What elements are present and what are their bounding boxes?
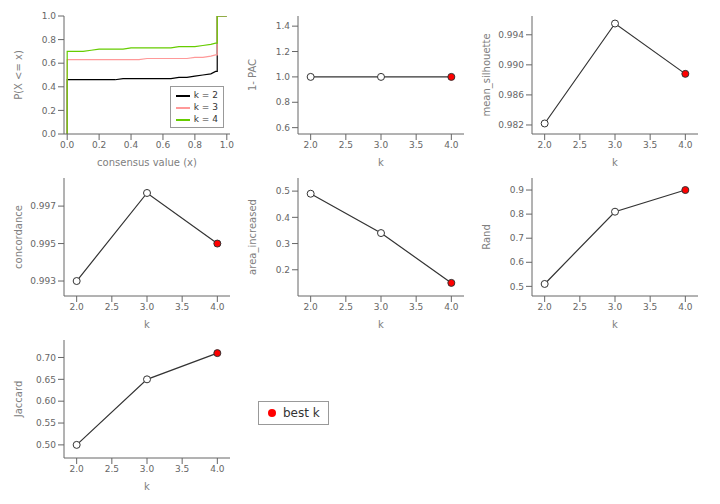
svg-text:0.0: 0.0: [42, 129, 57, 139]
svg-text:k: k: [612, 157, 618, 168]
svg-text:k: k: [612, 319, 618, 330]
svg-text:area_increased: area_increased: [247, 199, 259, 275]
svg-text:0.5: 0.5: [276, 186, 290, 196]
svg-text:Jaccard: Jaccard: [13, 381, 24, 418]
svg-text:4.0: 4.0: [678, 140, 693, 150]
svg-text:0.4: 0.4: [276, 213, 291, 223]
svg-text:2.0: 2.0: [303, 140, 318, 150]
svg-text:2.0: 2.0: [303, 302, 318, 312]
svg-text:2.0: 2.0: [69, 464, 84, 474]
svg-text:0.60: 0.60: [36, 396, 56, 406]
svg-text:0.6: 0.6: [510, 257, 525, 267]
svg-text:2.5: 2.5: [573, 302, 587, 312]
svg-text:2.5: 2.5: [339, 140, 353, 150]
svg-text:3.5: 3.5: [409, 302, 423, 312]
svg-text:0.997: 0.997: [30, 201, 56, 211]
svg-text:2.5: 2.5: [339, 302, 353, 312]
svg-text:0.3: 0.3: [276, 239, 290, 249]
svg-text:2.5: 2.5: [573, 140, 587, 150]
svg-text:k: k: [378, 157, 384, 168]
svg-text:0.986: 0.986: [498, 90, 524, 100]
svg-text:0.6: 0.6: [156, 140, 171, 150]
svg-text:0.55: 0.55: [36, 418, 56, 428]
html-text:k = 3: k = 3: [193, 102, 218, 112]
svg-text:3.5: 3.5: [175, 302, 189, 312]
svg-text:0.982: 0.982: [498, 120, 524, 130]
svg-text:P(X <= x): P(X <= x): [13, 50, 24, 100]
svg-text:0.8: 0.8: [188, 140, 203, 150]
svg-text:1.0: 1.0: [276, 72, 291, 82]
svg-text:2.0: 2.0: [69, 302, 84, 312]
svg-text:0.2: 0.2: [92, 140, 106, 150]
svg-text:0.2: 0.2: [42, 106, 56, 116]
svg-text:mean_silhouette: mean_silhouette: [481, 33, 493, 116]
svg-text:4.0: 4.0: [444, 302, 459, 312]
svg-text:0.7: 0.7: [510, 233, 524, 243]
svg-text:2.5: 2.5: [105, 464, 119, 474]
svg-text:3.5: 3.5: [643, 302, 657, 312]
svg-text:2.0: 2.0: [537, 302, 552, 312]
svg-text:concordance: concordance: [13, 205, 24, 269]
svg-text:0.9: 0.9: [510, 185, 525, 195]
svg-text:3.5: 3.5: [409, 140, 423, 150]
svg-text:1.2: 1.2: [276, 47, 290, 57]
svg-text:k: k: [144, 481, 150, 492]
html-text:k = 4: k = 4: [193, 114, 218, 124]
svg-text:4.0: 4.0: [444, 140, 459, 150]
svg-text:0.994: 0.994: [498, 30, 524, 40]
html-text:best k: best k: [283, 406, 320, 421]
svg-text:4.0: 4.0: [678, 302, 693, 312]
html-text:k = 2: k = 2: [193, 90, 218, 100]
svg-text:0.993: 0.993: [30, 276, 56, 286]
svg-text:4.0: 4.0: [210, 464, 225, 474]
svg-text:3.0: 3.0: [374, 140, 389, 150]
svg-text:0.990: 0.990: [498, 60, 524, 70]
svg-text:1.4: 1.4: [276, 21, 291, 31]
svg-text:0.6: 0.6: [276, 123, 291, 133]
svg-text:3.0: 3.0: [608, 302, 623, 312]
svg-text:3.5: 3.5: [643, 140, 657, 150]
svg-text:consensus value (x): consensus value (x): [97, 157, 197, 168]
svg-text:0.8: 0.8: [276, 97, 291, 107]
svg-text:0.8: 0.8: [510, 209, 525, 219]
svg-text:0.995: 0.995: [30, 239, 56, 249]
svg-text:1.0: 1.0: [220, 140, 235, 150]
svg-text:0.65: 0.65: [36, 375, 56, 385]
svg-text:k: k: [378, 319, 384, 330]
svg-text:3.0: 3.0: [374, 302, 389, 312]
svg-text:0.4: 0.4: [124, 140, 139, 150]
svg-text:Rand: Rand: [481, 224, 492, 250]
svg-text:1- PAC: 1- PAC: [247, 59, 258, 91]
svg-text:0.0: 0.0: [60, 140, 75, 150]
svg-text:0.4: 0.4: [42, 82, 57, 92]
svg-text:2.0: 2.0: [537, 140, 552, 150]
svg-text:k: k: [144, 319, 150, 330]
svg-text:4.0: 4.0: [210, 302, 225, 312]
svg-text:3.5: 3.5: [175, 464, 189, 474]
svg-text:0.6: 0.6: [42, 58, 57, 68]
svg-text:3.0: 3.0: [140, 302, 155, 312]
svg-text:1.0: 1.0: [42, 11, 57, 21]
svg-text:3.0: 3.0: [140, 464, 155, 474]
svg-text:2.5: 2.5: [105, 302, 119, 312]
svg-text:0.5: 0.5: [510, 282, 524, 292]
svg-text:0.50: 0.50: [36, 440, 56, 450]
svg-text:3.0: 3.0: [608, 140, 623, 150]
svg-text:0.8: 0.8: [42, 35, 57, 45]
svg-text:0.2: 0.2: [276, 265, 290, 275]
svg-text:0.70: 0.70: [36, 353, 56, 363]
